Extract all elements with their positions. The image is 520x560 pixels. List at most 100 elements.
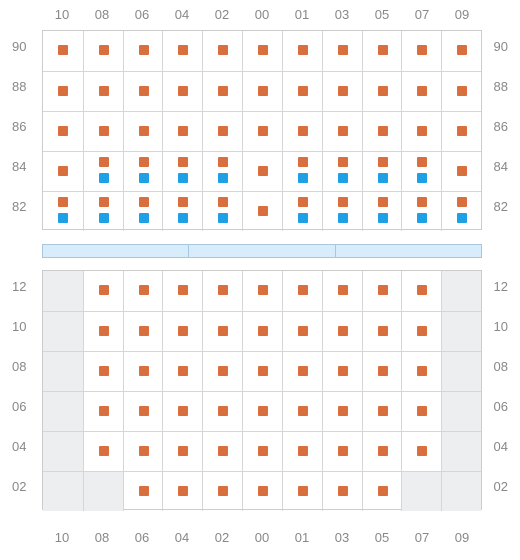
orange-square: [417, 45, 427, 55]
grid-cell: [362, 312, 402, 351]
grid-cell: [362, 472, 402, 511]
column-label: 02: [202, 530, 242, 545]
grid-row: [43, 271, 481, 311]
blue-square: [378, 173, 388, 183]
grid-cell: [362, 271, 402, 311]
orange-square: [99, 326, 109, 336]
grid-row: [43, 471, 481, 511]
blue-square: [457, 213, 467, 223]
grid-cell: [282, 432, 322, 471]
row-label: 04: [12, 427, 26, 467]
grid-cell: [242, 472, 282, 511]
grid-cell: [441, 392, 481, 431]
orange-square: [417, 326, 427, 336]
orange-square: [338, 197, 348, 207]
blue-square: [298, 173, 308, 183]
row-label: 10: [12, 307, 26, 347]
grid-cell: [162, 392, 202, 431]
orange-square: [338, 366, 348, 376]
grid-cell: [202, 31, 242, 71]
grid-cell: [362, 72, 402, 111]
grid-cell: [282, 72, 322, 111]
grid-row: [43, 111, 481, 151]
grid-cell: [322, 352, 362, 391]
orange-square: [338, 86, 348, 96]
grid-cell: [282, 192, 322, 231]
orange-square: [338, 157, 348, 167]
orange-square: [378, 126, 388, 136]
row-label: 04: [494, 427, 508, 467]
grid-upper: [42, 30, 482, 230]
grid-cell: [282, 271, 322, 311]
grid-cell: [123, 392, 163, 431]
grid-cell: [242, 31, 282, 71]
column-label: 06: [122, 530, 162, 545]
orange-square: [298, 197, 308, 207]
orange-square: [378, 486, 388, 496]
orange-square: [457, 197, 467, 207]
grid-cell: [401, 31, 441, 71]
row-label: 86: [12, 107, 26, 147]
grid-cell: [43, 152, 83, 191]
row-label: 84: [494, 147, 508, 187]
orange-square: [338, 126, 348, 136]
grid-cell: [202, 271, 242, 311]
orange-square: [99, 366, 109, 376]
orange-square: [58, 126, 68, 136]
row-label: 12: [494, 267, 508, 307]
grid-cell: [441, 271, 481, 311]
orange-square: [139, 446, 149, 456]
orange-square: [417, 366, 427, 376]
grid-cell: [123, 352, 163, 391]
row-label: 06: [12, 387, 26, 427]
orange-square: [258, 166, 268, 176]
grid-cell: [83, 432, 123, 471]
orange-square: [139, 86, 149, 96]
orange-square: [99, 157, 109, 167]
grid-cell: [83, 352, 123, 391]
orange-square: [139, 197, 149, 207]
grid-cell: [162, 352, 202, 391]
column-labels-bottom: 1008060402000103050709: [42, 530, 482, 545]
orange-square: [139, 126, 149, 136]
orange-square: [99, 45, 109, 55]
orange-square: [258, 406, 268, 416]
row-label: 10: [494, 307, 508, 347]
divider-segment: [335, 245, 481, 257]
orange-square: [58, 166, 68, 176]
grid-cell: [43, 392, 83, 431]
grid-cell: [202, 112, 242, 151]
orange-square: [178, 446, 188, 456]
grid-cell: [123, 192, 163, 231]
row-label: 86: [494, 107, 508, 147]
grid-cell: [401, 312, 441, 351]
grid-cell: [441, 192, 481, 231]
grid-row: [43, 391, 481, 431]
orange-square: [58, 45, 68, 55]
grid-cell: [282, 392, 322, 431]
grid-cell: [362, 352, 402, 391]
orange-square: [298, 45, 308, 55]
orange-square: [378, 406, 388, 416]
blue-square: [139, 213, 149, 223]
orange-square: [258, 206, 268, 216]
row-label: 12: [12, 267, 26, 307]
orange-square: [338, 45, 348, 55]
orange-square: [178, 285, 188, 295]
orange-square: [338, 486, 348, 496]
column-label: 10: [42, 7, 82, 22]
grid-cell: [123, 31, 163, 71]
orange-square: [218, 406, 228, 416]
grid-cell: [43, 72, 83, 111]
grid-cell: [162, 112, 202, 151]
column-label: 03: [322, 7, 362, 22]
column-label: 04: [162, 7, 202, 22]
orange-square: [218, 197, 228, 207]
grid-cell: [441, 152, 481, 191]
orange-square: [218, 157, 228, 167]
orange-square: [258, 366, 268, 376]
orange-square: [99, 406, 109, 416]
grid-cell: [441, 31, 481, 71]
grid-cell: [202, 432, 242, 471]
grid-cell: [401, 112, 441, 151]
